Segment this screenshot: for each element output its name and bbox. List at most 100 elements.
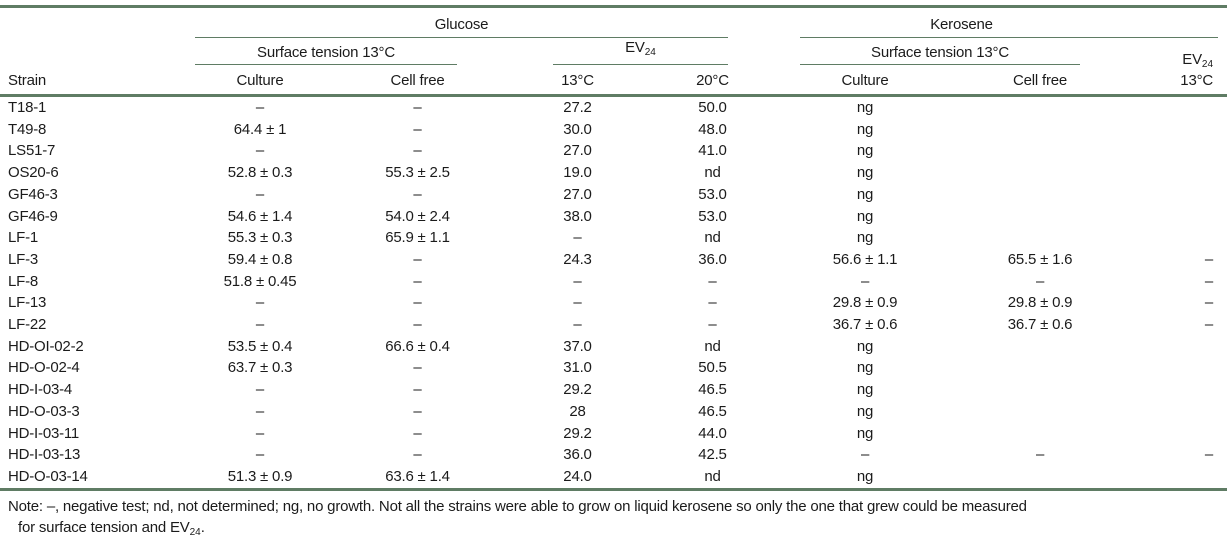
cell-kerosene_culture: ng [856, 207, 874, 225]
cell-strain: HD-I-03-13 [8, 446, 81, 464]
cell-glucose_ev24_13c: 30.0 [563, 120, 592, 138]
cell-glucose_culture: – [255, 294, 265, 312]
subgroup-header-kerosene-surface-tension: Surface tension 13°C [775, 38, 1125, 65]
cell-strain: T18-1 [0, 93, 190, 119]
cell-glucose_culture: – [255, 446, 265, 464]
cell-kerosene_cell_free: 65.5 ± 1.6 [1007, 250, 1073, 268]
cell-glucose_cell_free: 55.3 ± 2.5 [385, 164, 450, 182]
cell-glucose_ev24_20c: 53.0 [698, 185, 727, 203]
cell-kerosene_cell_free [955, 162, 1125, 184]
group-header-kerosene-label: Kerosene [800, 16, 1219, 38]
ev24-label: EV [625, 38, 645, 56]
cell-strain: LS51-7 [8, 142, 56, 160]
cell-kerosene_ev24_13c [1125, 227, 1227, 249]
cell-glucose_cell_free: – [330, 93, 505, 119]
cell-glucose_culture: – [255, 424, 265, 442]
table-row: HD-O-03-3 – – 28 46.5 ng [0, 401, 1227, 423]
cell-kerosene_culture: ng [775, 93, 956, 119]
cell-kerosene_culture: ng [856, 337, 874, 355]
cell-kerosene_culture: 36.7 ± 0.6 [832, 316, 898, 334]
cell-glucose_cell_free: – [413, 359, 422, 377]
cell-kerosene_ev24_13c [1125, 162, 1227, 184]
results-table-figure: Strain Glucose Kerosene Surface tension … [0, 5, 1227, 538]
cell-glucose_ev24_13c: 36.0 [563, 446, 592, 464]
cell-glucose_ev24_20c: 53.0 [698, 207, 727, 225]
cell-glucose_culture: 52.8 ± 0.3 [227, 164, 293, 182]
table-row: GF46-9 54.6 ± 1.4 54.0 ± 2.4 38.0 53.0 ng [0, 206, 1227, 228]
cell-kerosene_cell_free: 36.7 ± 0.6 [1007, 316, 1073, 334]
cell-glucose_culture: 63.7 ± 0.3 [227, 359, 293, 377]
table-row: OS20-6 52.8 ± 0.3 55.3 ± 2.5 19.0 nd ng [0, 162, 1227, 184]
cell-glucose_ev24_20c: 42.5 [698, 446, 727, 464]
table-row: LF-3 59.4 ± 0.8 – 24.3 36.0 56.6 ± 1.1 65.5 ± … [0, 249, 1227, 271]
cell-glucose_ev24_20c: 46.5 [698, 402, 727, 420]
table-body: T18-1– –27.2 50.0 ng T49-8 64.4 ± 1–30.0 48.0 n… [0, 93, 1227, 491]
cell-glucose_ev24_13c: 27.0 [563, 142, 592, 160]
table-row: HD-I-03-11 – – 29.2 44.0 ng [0, 423, 1227, 445]
table-row: T18-1– –27.2 50.0 ng [0, 93, 1227, 119]
column-header-glucose-ev24-13c: 13°C [561, 72, 594, 89]
subgroup-header-glucose-surface-tension: Surface tension 13°C [190, 38, 505, 65]
cell-glucose_culture: 55.3 ± 0.3 [227, 229, 293, 247]
cell-kerosene_ev24_13c: – [1204, 446, 1214, 464]
cell-kerosene_cell_free [955, 465, 1126, 491]
strains-surface-tension-table: Strain Glucose Kerosene Surface tension … [0, 5, 1227, 491]
cell-kerosene_culture: ng [856, 185, 874, 203]
cell-glucose_ev24_20c: nd [650, 465, 776, 491]
column-header-kerosene-culture: Culture [841, 72, 889, 89]
cell-glucose_cell_free: 63.6 ± 1.4 [330, 465, 505, 491]
cell-strain: HD-I-03-4 [8, 381, 73, 399]
cell-kerosene_cell_free [955, 184, 1125, 206]
cell-glucose_ev24_13c: 24.0 [505, 465, 650, 491]
column-header-kerosene-cell-free: Cell free [1012, 72, 1068, 89]
cell-kerosene_ev24_13c [1125, 423, 1227, 445]
cell-glucose_ev24_13c: 24.3 [563, 250, 592, 268]
ev24-label: EV [1182, 51, 1202, 68]
cell-glucose_culture: – [255, 381, 265, 399]
cell-strain: LF-22 [8, 316, 47, 334]
cell-glucose_ev24_20c: 48.0 [698, 120, 727, 138]
table-row: HD-I-03-13 – – 36.0 42.5 – – – [0, 444, 1227, 466]
cell-glucose_cell_free: – [413, 185, 422, 203]
cell-glucose_culture: 59.4 ± 0.8 [227, 250, 293, 268]
cell-strain: T49-8 [8, 120, 47, 138]
cell-glucose_cell_free: – [413, 446, 422, 464]
cell-glucose_ev24_20c: 50.0 [650, 93, 776, 119]
table-row: GF46-3 – – 27.0 53.0 ng [0, 184, 1227, 206]
cell-strain: HD-O-02-4 [8, 359, 80, 377]
cell-glucose_ev24_20c: 50.5 [698, 359, 727, 377]
cell-strain: GF46-3 [8, 185, 58, 203]
cell-glucose_culture: – [255, 185, 265, 203]
cell-glucose_ev24_13c: 31.0 [563, 359, 592, 377]
cell-glucose_cell_free: – [413, 142, 422, 160]
cell-kerosene_culture: ng [856, 424, 874, 442]
cell-glucose_ev24_20c: – [708, 316, 717, 334]
cell-glucose_cell_free: – [413, 120, 422, 138]
cell-kerosene_cell_free: 29.8 ± 0.9 [1007, 294, 1073, 312]
column-header-glucose-ev24-20c: 20°C [696, 72, 729, 89]
cell-strain: HD-OI-02-2 [8, 337, 84, 355]
cell-glucose_cell_free: 65.9 ± 1.1 [385, 229, 450, 247]
cell-strain: GF46-9 [8, 207, 58, 225]
cell-kerosene_ev24_13c [1125, 93, 1227, 119]
cell-kerosene_ev24_13c [1125, 379, 1227, 401]
group-header-kerosene: Kerosene [775, 7, 1227, 38]
cell-kerosene_culture: ng [856, 359, 874, 377]
cell-glucose_ev24_20c: – [708, 272, 717, 290]
table-row: LF-1 55.3 ± 0.3 65.9 ± 1.1 – nd ng [0, 227, 1227, 249]
column-header-glucose-cell-free: Cell free [390, 72, 445, 89]
cell-glucose_cell_free: – [413, 316, 422, 334]
cell-kerosene_ev24_13c [1125, 465, 1227, 491]
cell-glucose_ev24_20c: 41.0 [698, 142, 727, 160]
cell-glucose_cell_free: – [413, 402, 422, 420]
cell-glucose_ev24_13c: 27.0 [563, 185, 592, 203]
cell-kerosene_ev24_13c [1125, 140, 1227, 162]
cell-glucose_cell_free: – [413, 424, 422, 442]
ev24-subscript: 24 [1201, 59, 1214, 70]
cell-glucose_culture: – [255, 402, 265, 420]
cell-strain: LF-1 [8, 229, 39, 247]
cell-glucose_ev24_13c: – [573, 316, 582, 334]
cell-glucose_cell_free: 54.0 ± 2.4 [385, 207, 450, 225]
cell-kerosene_ev24_13c: – [1204, 294, 1214, 312]
cell-glucose_ev24_20c: – [708, 294, 717, 312]
